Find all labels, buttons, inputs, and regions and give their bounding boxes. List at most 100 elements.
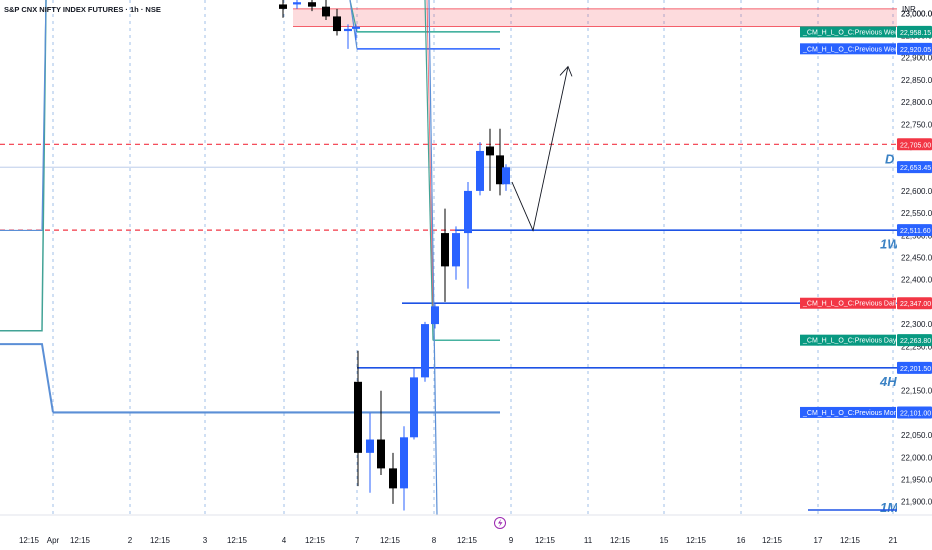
candle-body (502, 167, 510, 185)
y-tick-label: 22,800.00 (901, 98, 932, 107)
price-axis-bg (897, 0, 932, 550)
price-pill-label: 22,347.00 (900, 301, 931, 308)
candle-body (476, 150, 484, 191)
price-pill-label: 22,958.15 (900, 30, 931, 37)
x-tick-label: 12:15 (70, 536, 91, 545)
x-tick-label: 12:15 (227, 536, 248, 545)
x-tick-label: 12:15 (150, 536, 171, 545)
candle-body (377, 439, 385, 469)
step-2 (349, 0, 358, 49)
y-tick-label: 21,900.00 (901, 498, 932, 507)
price-pill (897, 42, 932, 55)
x-tick-label: 17 (814, 536, 823, 545)
price-pill-label: 22,653.45 (900, 165, 931, 172)
candle-body (354, 381, 362, 453)
candle-body (293, 2, 301, 5)
candle-body (452, 233, 460, 267)
price-pill (897, 25, 932, 38)
price-pill (897, 334, 932, 347)
step-5 (428, 0, 438, 516)
price-pill-label: 22,920.05 (900, 47, 931, 54)
level-tag-label: _CM_H_L_O_C:Previous Daily High (802, 301, 916, 308)
y-tick-label: 22,400.00 (901, 276, 932, 285)
candle-body (400, 437, 408, 489)
x-tick-label: 12:15 (380, 536, 401, 545)
candle-body (322, 6, 330, 17)
y-tick-label: 22,300.00 (901, 320, 932, 329)
projection-arrowhead (559, 65, 573, 77)
x-tick-label: 9 (509, 536, 514, 545)
x-tick-label: 12:15 (610, 536, 631, 545)
price-pill (897, 406, 932, 419)
x-tick-label: 16 (737, 536, 746, 545)
candle-body (389, 468, 397, 489)
candle-body (421, 324, 429, 378)
y-tick-label: 22,900.00 (901, 54, 932, 63)
top-value: 23,000.00 (901, 9, 932, 18)
candle-body (333, 16, 341, 32)
x-tick-label: 12:15 (686, 536, 707, 545)
price-pill (897, 138, 932, 151)
level-tag-label: _CM_H_L_O_C:Previous Weeks Close (802, 29, 925, 36)
level-tag-label: _CM_H_L_O_C:Previous Weeks Low (802, 46, 921, 53)
y-tick-label: 23,000.00 (901, 9, 932, 18)
price-pill (897, 297, 932, 310)
y-tick-label: 22,750.00 (901, 120, 932, 129)
price-pill-label: 22,511.60 (900, 228, 931, 235)
candle-body (352, 26, 360, 29)
step-4 (426, 0, 434, 307)
timeframe-label: D (885, 151, 895, 166)
x-tick-label: 12:15 (840, 536, 861, 545)
candle-body (441, 233, 449, 267)
price-pill (897, 224, 932, 237)
x-tick-label: 7 (355, 536, 360, 545)
timeframe-label: 4H (879, 374, 897, 389)
y-tick-label: 22,250.00 (901, 342, 932, 351)
candle-body (431, 306, 439, 325)
candles (279, 0, 510, 511)
candle-body (410, 377, 418, 438)
y-tick-label: 22,600.00 (901, 187, 932, 196)
timeframe-label: 1W (880, 236, 901, 251)
x-tick-label: 3 (203, 536, 208, 545)
price-pill-label: 22,101.00 (900, 410, 931, 417)
time-axis[interactable]: 12:15 Apr 12:15 2 12:15 3 12:15 4 12:15 7 12:15 8 12… (0, 514, 932, 545)
currency-label: INR (902, 5, 916, 14)
x-tick-label: 21 (889, 536, 898, 545)
resistance-zone (293, 8, 897, 27)
candle-body (496, 155, 504, 185)
x-tick-label: 12:15 (457, 536, 478, 545)
y-tick-label: 22,850.00 (901, 76, 932, 85)
projection-path (511, 66, 569, 232)
y-tick-label: 22,150.00 (901, 387, 932, 396)
candle-body (366, 439, 374, 453)
candle-body (279, 4, 287, 9)
level-tag (800, 406, 896, 418)
level-tag (800, 26, 896, 38)
x-tick-label: 4 (282, 536, 287, 545)
x-tick-label: 8 (432, 536, 437, 545)
x-tick-label: 12:15 (19, 536, 40, 545)
weekly-low-step (0, 0, 47, 232)
level-tag (800, 297, 896, 309)
y-tick-label: 22,450.00 (901, 254, 932, 263)
monthly-low-step (0, 343, 54, 413)
step-3 (424, 0, 434, 341)
candle-body (344, 28, 352, 32)
candle-body (464, 190, 472, 234)
flash-icon[interactable] (494, 517, 506, 529)
level-tag-label: _CM_H_L_O_C:Previous Days Close (802, 338, 920, 345)
y-tick-label: 21,950.00 (901, 475, 932, 484)
y-tick-label: 22,000.00 (901, 453, 932, 462)
price-pill-label: 22,263.80 (900, 338, 931, 345)
timeframe-label: 1M (880, 500, 899, 515)
candle-body (308, 2, 316, 7)
price-axis[interactable]: 23,000.0022,950.0022,900.0022,850.0022,8… (897, 0, 932, 550)
y-tick-label: 22,550.00 (901, 209, 932, 218)
price-pill (897, 161, 932, 174)
level-tag (800, 43, 896, 55)
x-tick-label: 2 (128, 536, 133, 545)
level-tag (800, 334, 896, 346)
